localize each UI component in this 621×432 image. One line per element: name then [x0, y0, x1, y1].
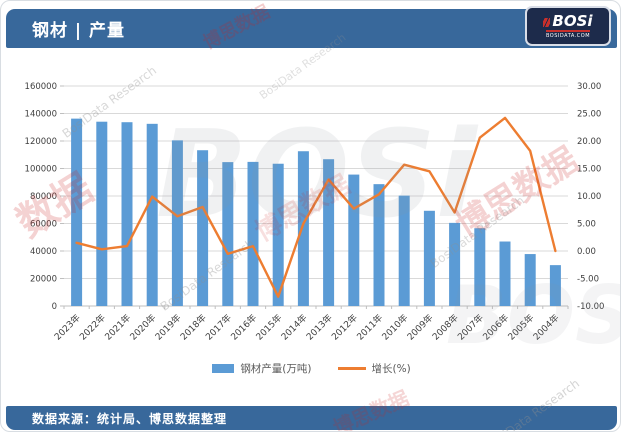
x-axis-label: 2014年 — [278, 312, 309, 343]
left-axis-label: 160000 — [25, 82, 57, 92]
bar-2005年 — [524, 254, 536, 306]
legend-label-production: 钢材产量(万吨) — [240, 363, 312, 375]
x-axis-label: 2015年 — [253, 312, 284, 343]
bar-2017年 — [222, 162, 234, 306]
bar-2004年 — [549, 265, 561, 306]
logo-slash-icon — [543, 17, 551, 27]
legend-item-growth: 增长(%) — [337, 361, 411, 376]
bar-2020年 — [146, 123, 158, 306]
left-axis-label: 60000 — [30, 220, 57, 230]
left-axis-label: 40000 — [30, 247, 57, 257]
x-axis-label: 2018年 — [178, 312, 209, 343]
bar-series-swatch-icon — [212, 364, 235, 373]
left-axis-label: 120000 — [25, 137, 57, 147]
x-axis-label: 2004年 — [530, 312, 561, 343]
legend-item-production: 钢材产量(万吨) — [212, 361, 312, 376]
right-axis-label: 30.00 — [577, 82, 601, 92]
chart-legend: 钢材产量(万吨) 增长(%) — [1, 361, 620, 376]
footer-bar: 数据来源：统计局、博思数据整理 — [6, 406, 617, 430]
right-axis-label: 25.00 — [577, 110, 601, 120]
right-axis-label: 0.00 — [577, 247, 596, 257]
x-axis-label: 2016年 — [228, 312, 259, 343]
bar-2023年 — [71, 118, 83, 306]
x-axis-label: 2008年 — [430, 312, 461, 343]
bar-2016年 — [247, 161, 259, 306]
x-axis-label: 2013年 — [304, 312, 335, 343]
chart-canvas: 0 -10.00 20000 -5.00 40000 0.00 60000 5.00 80000… — [25, 82, 605, 343]
x-axis-label: 2010年 — [379, 312, 410, 343]
chart-area: 0 -10.00 20000 -5.00 40000 0.00 60000 5.00 80000… — [1, 50, 620, 361]
growth-line — [75, 116, 557, 298]
bar-2015年 — [272, 163, 284, 306]
x-axis-label: 2021年 — [102, 312, 133, 343]
left-axis-label: 80000 — [30, 192, 57, 202]
x-axis-label: 2005年 — [505, 312, 536, 343]
bar-2009年 — [423, 210, 435, 306]
x-axis-label: 2019年 — [152, 312, 183, 343]
x-axis-label: 2007年 — [455, 312, 486, 343]
x-axis-label: 2009年 — [404, 312, 435, 343]
bar-2008年 — [449, 222, 461, 306]
logo-subtext: BOSIDATA.COM — [545, 29, 591, 39]
x-axis-label: 2022年 — [77, 312, 108, 343]
bar-2019年 — [171, 140, 183, 306]
right-axis-label: 15.00 — [577, 165, 601, 175]
bar-2018年 — [197, 150, 209, 306]
left-axis-label: 0 — [52, 302, 57, 312]
left-axis-label: 100000 — [25, 165, 57, 175]
bar-2012年 — [348, 174, 360, 306]
bar-2021年 — [121, 122, 133, 306]
right-axis-label: 5.00 — [577, 220, 596, 230]
x-axis-label: 2017年 — [203, 312, 234, 343]
x-axis-label: 2023年 — [52, 312, 83, 343]
data-source-note: 数据来源：统计局、博思数据整理 — [32, 411, 228, 426]
logo-row: BOSi — [543, 11, 593, 30]
page-title: 钢材 | 产量 — [32, 21, 126, 41]
right-axis-label: -10.00 — [577, 302, 604, 312]
bar-2022年 — [96, 121, 108, 306]
right-axis-label: 10.00 — [577, 192, 601, 202]
bar-2014年 — [297, 151, 309, 306]
x-axis-label: 2011年 — [354, 312, 385, 343]
bosi-logo: BOSi BOSIDATA.COM — [525, 6, 611, 46]
right-axis-label: 20.00 — [577, 137, 601, 147]
legend-label-growth: 增长(%) — [371, 363, 411, 375]
right-axis-label: -5.00 — [577, 275, 599, 285]
logo-text: BOSi — [552, 11, 593, 30]
x-axis-label: 2020年 — [127, 312, 158, 343]
left-axis-label: 20000 — [30, 275, 57, 285]
header-bar: 钢材 | 产量 BOSi BOSIDATA.COM — [6, 6, 617, 48]
bar-2013年 — [323, 159, 335, 306]
bar-2006年 — [499, 241, 511, 306]
x-axis-label: 2006年 — [480, 312, 511, 343]
bar-2007年 — [474, 228, 486, 306]
bar-2011年 — [373, 184, 385, 306]
x-axis-label: 2012年 — [329, 312, 360, 343]
left-axis-label: 140000 — [25, 110, 57, 120]
bar-2010年 — [398, 195, 410, 306]
line-series-swatch-icon — [337, 367, 366, 370]
